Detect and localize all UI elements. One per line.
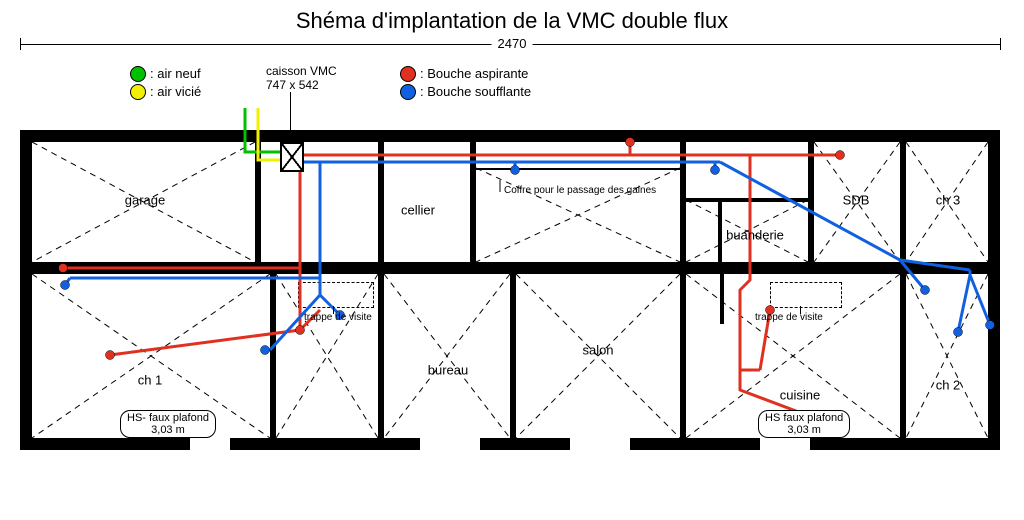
room-ch1: ch 1 [138,373,163,388]
wall-u4 [680,142,686,262]
door-bottom-1 [190,438,230,450]
badge-right: HS faux plafond 3,03 m [758,410,850,438]
dimension-tick-left [20,38,21,50]
trappe-leader-left [333,306,334,314]
wall-u6 [808,142,814,262]
door-bottom-3 [570,438,630,450]
trappe-label-left: trappe de visite [304,312,372,323]
badge-right-line2: 3,03 m [787,424,821,436]
trappe-right [770,282,842,308]
room-bureau: bureau [428,363,468,378]
badge-left: HS- faux plafond 3,03 m [120,410,216,438]
wall-l2 [378,274,384,438]
wall-u2 [378,142,384,262]
legend-dot-green [130,66,146,82]
room-cuisine: cuisine [780,388,820,403]
door-bottom-2 [420,438,480,450]
legend-label-green: : air neuf [150,66,201,81]
badge-left-line2: 3,03 m [151,424,185,436]
room-ch3: ch 3 [936,193,961,208]
vmc-caption-line1: caisson VMC [266,64,337,78]
legend-label-yellow: : air vicié [150,84,201,99]
badge-right-line1: HS faux plafond [765,412,843,424]
wall-l6 [900,274,906,438]
legend-label-blue: : Bouche soufflante [420,84,531,99]
vmc-unit-icon [280,142,304,172]
coffre-label: Coffre pour le passage des gaines [504,185,656,196]
wall-l4 [680,274,686,438]
badge-left-line1: HS- faux plafond [127,412,209,424]
legend-label-red: : Bouche aspirante [420,66,528,81]
wall-l5 [720,274,724,324]
legend-dot-yellow [130,84,146,100]
wall-buanderie-top [684,198,808,202]
diagram-stage: Shéma d'implantation de la VMC double fl… [0,0,1024,520]
mid-wall [32,262,988,274]
room-garage: garage [125,193,165,208]
coffre-box [476,148,680,170]
legend-dot-red [400,66,416,82]
diagram-title: Shéma d'implantation de la VMC double fl… [0,8,1024,34]
room-ch2: ch 2 [936,378,961,393]
trappe-left [298,282,374,308]
room-salon: salon [582,343,613,358]
dimension-label: 2470 [492,36,533,51]
door-bottom-4 [760,438,810,450]
dimension-tick-right [1000,38,1001,50]
wall-l3 [510,274,516,438]
wall-u1 [255,142,261,262]
trappe-leader-right [800,306,801,314]
wall-u7 [900,142,906,262]
room-sdb: SDB [843,193,870,208]
trappe-label-right: trappe de visite [755,312,823,323]
vmc-caption-line2: 747 x 542 [266,78,319,92]
legend-dot-blue [400,84,416,100]
wall-l1 [270,274,276,438]
door-cellier [384,230,424,236]
room-buanderie: buanderie [726,228,784,243]
room-cellier: cellier [401,203,435,218]
wall-u5 [718,198,722,262]
vmc-caption: caisson VMC 747 x 542 [266,64,337,93]
